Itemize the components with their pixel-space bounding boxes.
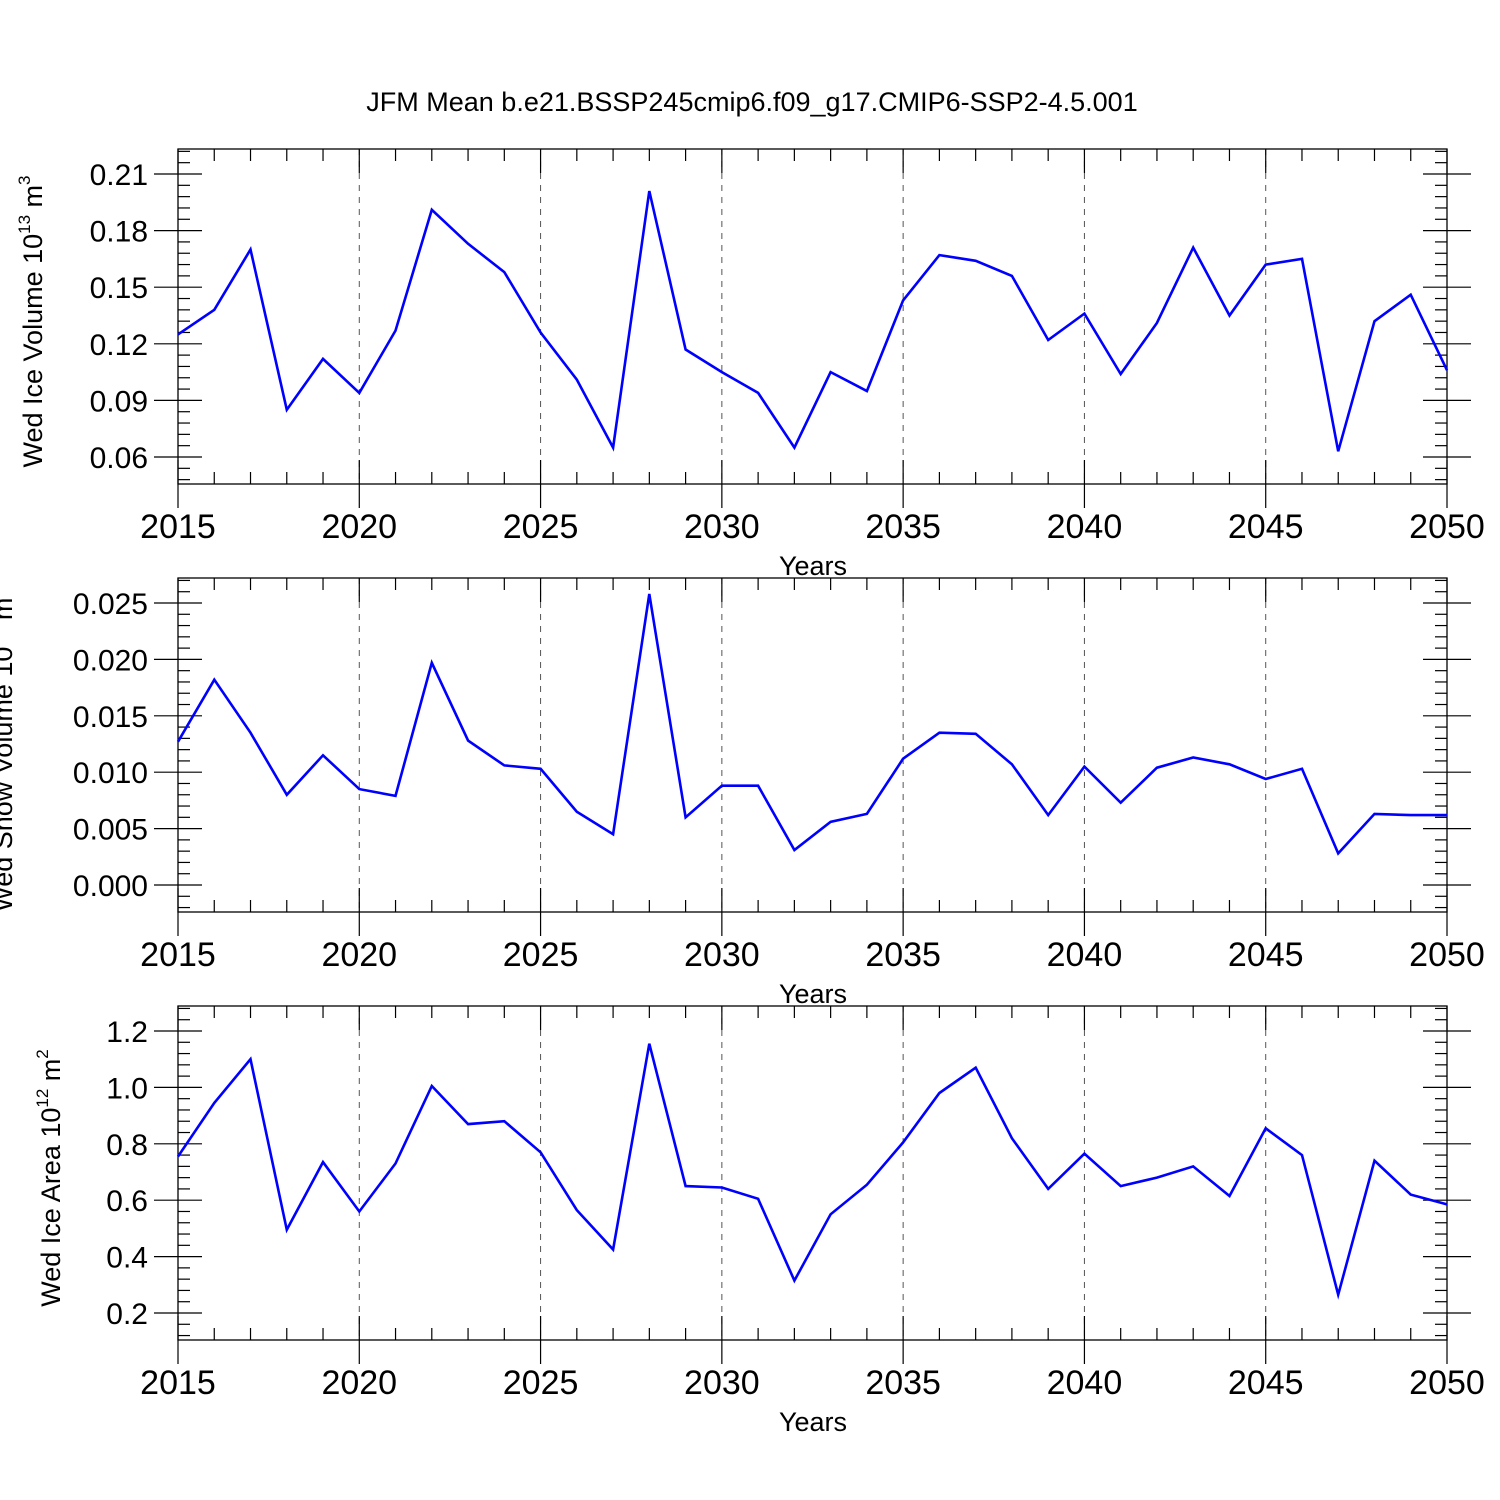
y-tick-label: 0.010 bbox=[73, 757, 148, 790]
plot-frame bbox=[177, 148, 1448, 485]
x-tick-label: 2025 bbox=[503, 1364, 579, 1402]
x-tick-label: 2035 bbox=[865, 508, 941, 546]
y-tick-label: 0.6 bbox=[106, 1185, 148, 1218]
y-tick-label: 0.020 bbox=[73, 644, 148, 677]
x-tick-label: 2050 bbox=[1409, 1364, 1485, 1402]
y-axis-label: Wed Snow Volume 1013 m3 bbox=[0, 588, 18, 912]
y-tick-label: 1.2 bbox=[106, 1016, 148, 1049]
x-tick-label: 2040 bbox=[1047, 1364, 1123, 1402]
x-axis-label: Years bbox=[779, 551, 847, 581]
y-tick-label: 0.4 bbox=[106, 1242, 148, 1275]
x-tick-label: 2020 bbox=[321, 508, 397, 546]
x-tick-label: 2035 bbox=[865, 936, 941, 974]
y-tick-label: 0.025 bbox=[73, 588, 148, 621]
figure-title: JFM Mean b.e21.BSSP245cmip6.f09_g17.CMIP… bbox=[366, 87, 1137, 117]
panel-1: 2015 2020 2025 2030 2035 2040 2045 2050 0.06 0.09… bbox=[15, 148, 1485, 581]
x-tick-label: 2030 bbox=[684, 508, 760, 546]
x-tick-label: 2040 bbox=[1047, 936, 1123, 974]
y-tick-label: 0.18 bbox=[90, 216, 148, 249]
x-tick-label: 2015 bbox=[140, 1364, 216, 1402]
y-tick-label: 1.0 bbox=[106, 1072, 148, 1105]
x-axis-label: Years bbox=[779, 979, 847, 1009]
y-tick-label: 0.09 bbox=[90, 385, 148, 418]
x-tick-label: 2050 bbox=[1409, 508, 1485, 546]
y-tick-label: 0.15 bbox=[90, 272, 148, 305]
series-line bbox=[176, 1043, 1448, 1300]
x-tick-label: 2025 bbox=[503, 508, 579, 546]
series-line bbox=[177, 190, 1449, 452]
panel-2: 2015 2020 2025 2030 2035 2040 2045 2050 0.000 0.0… bbox=[0, 577, 1485, 1009]
x-tick-label: 2030 bbox=[684, 936, 760, 974]
y-tick-label: 0.21 bbox=[90, 159, 148, 192]
x-tick-label: 2050 bbox=[1409, 936, 1485, 974]
y-tick-label: 0.2 bbox=[106, 1298, 148, 1331]
x-tick-label: 2025 bbox=[503, 936, 579, 974]
x-tick-label: 2045 bbox=[1228, 936, 1304, 974]
y-axis-label: Wed Ice Area 1012 m2 bbox=[33, 1049, 66, 1307]
x-tick-label: 2035 bbox=[865, 1364, 941, 1402]
plot-frame bbox=[177, 1005, 1448, 1341]
x-tick-label: 2045 bbox=[1228, 508, 1304, 546]
x-axis-label: Years bbox=[779, 1407, 847, 1437]
y-axis-label: Wed Ice Volume 1013 m3 bbox=[15, 175, 48, 467]
y-tick-label: 0.000 bbox=[73, 870, 148, 903]
x-tick-label: 2030 bbox=[684, 1364, 760, 1402]
x-tick-label: 2040 bbox=[1047, 508, 1123, 546]
panel-3: 2015 2020 2025 2030 2035 2040 2045 2050 0.2 0.4 0.… bbox=[33, 1005, 1485, 1437]
series-line bbox=[176, 593, 1447, 856]
y-tick-label: 0.8 bbox=[106, 1129, 148, 1162]
x-tick-label: 2045 bbox=[1228, 1364, 1304, 1402]
x-tick-label: 2015 bbox=[140, 936, 216, 974]
plot-frame bbox=[177, 577, 1448, 913]
y-tick-label: 0.06 bbox=[90, 442, 148, 475]
y-tick-label: 0.12 bbox=[90, 329, 148, 362]
x-tick-label: 2015 bbox=[140, 508, 216, 546]
y-tick-label: 0.015 bbox=[73, 701, 148, 734]
x-tick-label: 2020 bbox=[321, 1364, 397, 1402]
x-tick-label: 2020 bbox=[321, 936, 397, 974]
y-tick-label: 0.005 bbox=[73, 814, 148, 847]
